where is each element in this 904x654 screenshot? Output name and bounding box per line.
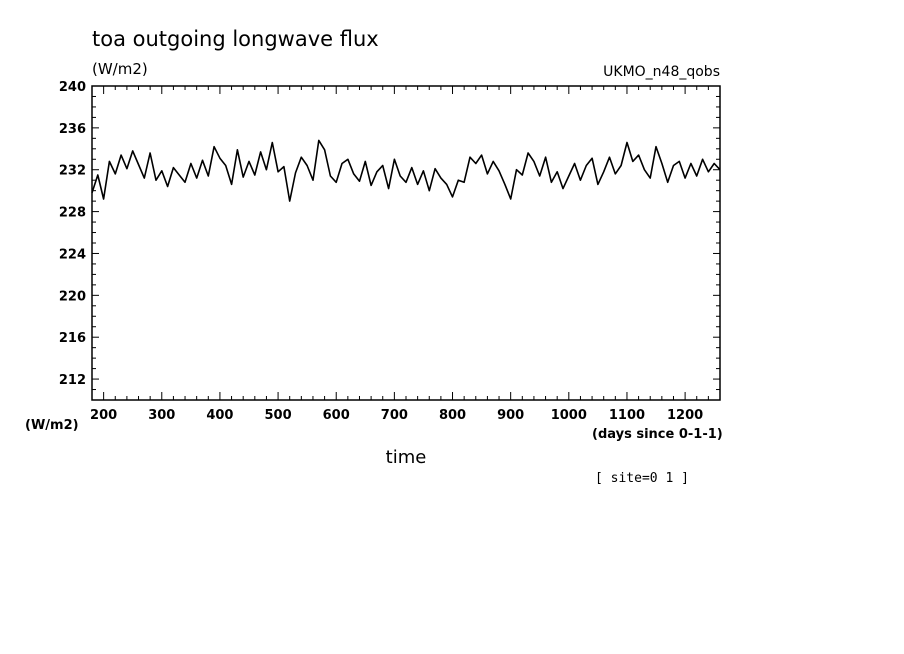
x-tick-label: 900 <box>497 408 524 423</box>
chart-title: toa outgoing longwave flux <box>92 27 379 51</box>
model-label: UKMO_n48_qobs <box>603 64 720 80</box>
x-tick-label: 300 <box>148 408 175 423</box>
x-tick-label: 600 <box>323 408 350 423</box>
x-tick-label: 1200 <box>667 408 703 423</box>
x-tick-label: 1000 <box>551 408 587 423</box>
x-units-label: (days since 0-1-1) <box>592 427 723 442</box>
y-tick-label: 240 <box>59 80 86 95</box>
y-axis: 212 216 220 224 228 232 236 240 <box>59 80 720 401</box>
y-units-bottom: (W/m2) <box>25 418 79 433</box>
site-label: [ site=0 1 ] <box>595 471 689 486</box>
y-tick-label: 220 <box>59 289 86 304</box>
x-axis-title: time <box>386 447 427 468</box>
plot-frame <box>91 85 721 401</box>
series-line <box>91 139 721 202</box>
y-tick-label: 228 <box>59 206 86 221</box>
y-tick-label: 232 <box>59 164 86 179</box>
y-tick-label: 216 <box>59 331 86 346</box>
x-tick-label: 1100 <box>609 408 645 423</box>
x-tick-label: 800 <box>439 408 466 423</box>
x-tick-label: 700 <box>381 408 408 423</box>
x-tick-label: 200 <box>90 408 117 423</box>
y-tick-label: 236 <box>59 122 86 137</box>
x-tick-label: 500 <box>265 408 292 423</box>
units-label: (W/m2) <box>92 60 148 78</box>
x-axis: 200 300 400 500 600 700 800 900 1000 1100 1200 <box>90 86 721 423</box>
y-tick-label: 224 <box>59 247 86 262</box>
x-tick-label: 400 <box>206 408 233 423</box>
y-tick-label: 212 <box>59 373 86 388</box>
